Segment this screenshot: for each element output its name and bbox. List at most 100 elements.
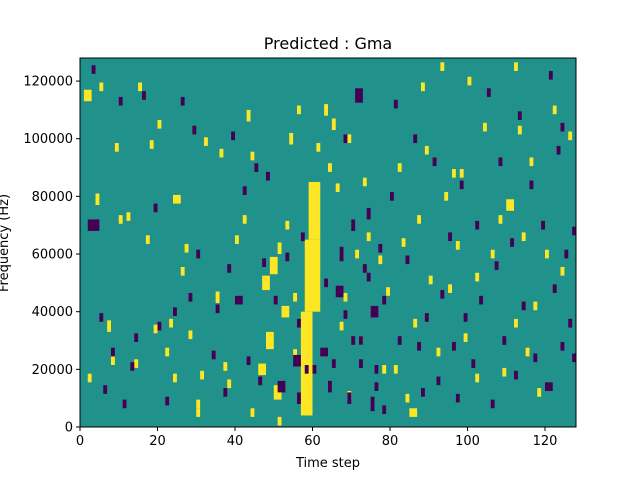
heatmap-cell-low [122,399,127,409]
heatmap-cell-low [448,232,453,242]
heatmap-cell-high [502,367,507,377]
heatmap-cell-high [409,408,418,417]
heatmap-cell-low [188,292,193,302]
heatmap-cell-high [277,242,282,255]
heatmap-cell-low [328,380,332,393]
heatmap-cell-high [440,62,445,71]
heatmap-cell-high [235,235,239,244]
heatmap-cell-high [87,373,92,383]
heatmap-cell-low [370,305,379,318]
heatmap-cell-high [246,109,251,122]
chart-title: Predicted : Gma [264,34,392,53]
plot-area [79,57,577,428]
heatmap-cell-low [440,290,445,299]
heatmap-cell-high [525,347,530,357]
heatmap-cell-low [142,91,146,100]
heatmap-cell-high [401,238,406,247]
heatmap-cell-high [498,215,503,224]
heatmap-cell-high [83,89,92,102]
heatmap-cell-low [424,313,429,322]
heatmap-cell-low [560,341,565,351]
heatmap-cell-high [297,105,301,115]
heatmap-cell-high [118,215,123,224]
heatmap-cell-high [331,118,336,131]
heatmap-cell-low [417,341,422,351]
x-axis-label: Time step [295,456,360,471]
heatmap-cell-high [304,239,321,312]
x-axis: 0 20 40 60 80 100 120 [76,427,557,449]
heatmap-cell-low [463,313,468,322]
y-tick-label: 40000 [32,305,73,320]
heatmap-cell-low [130,362,135,371]
heatmap-cell-low [320,347,328,357]
heatmap-cell-high [165,347,170,357]
heatmap-cell-high [153,324,158,334]
heatmap-cell-high [463,333,468,342]
heatmap-cell-high [223,362,228,371]
heatmap-cell-low [560,122,565,132]
heatmap-cell-low [227,264,232,273]
heatmap-cell-high [424,145,429,155]
heatmap-cell-high [335,183,340,193]
heatmap-cell-high [393,365,398,374]
heatmap-cell-low [413,134,418,144]
heatmap-cell-low [339,246,344,262]
heatmap-cell-high [529,157,534,167]
heatmap-cell-low [521,301,526,311]
heatmap-cell-high [521,232,526,242]
heatmap-cell-high [289,132,294,145]
heatmap-cell-low [351,336,356,345]
heatmap-cell-low [541,220,546,230]
heatmap-cell-low [297,392,301,404]
heatmap-cell-low [180,96,185,106]
heatmap-cell-high [308,181,321,240]
heatmap-cell-high [428,275,433,285]
heatmap-cell-high [200,370,205,380]
heatmap-cell-high [293,292,298,302]
heatmap-cell-high [378,255,383,265]
y-axis: 0 20000 40000 60000 80000 100000 120000 [23,75,80,436]
heatmap-cell-low [343,134,348,144]
heatmap-cell-low [405,255,410,265]
heatmap-cell-low [246,356,251,366]
heatmap-cell-high [533,301,538,311]
heatmap-cell-low [91,65,96,74]
heatmap-cell-low [475,220,480,230]
heatmap-cell-low [359,336,363,345]
heatmap-cell-low [545,382,549,391]
heatmap-cell-low [293,354,301,367]
heatmap-cell-high [99,82,104,92]
heatmap-cell-high [397,163,402,172]
heatmap-cell-low [254,163,259,172]
y-tick-label: 100000 [23,132,73,147]
heatmap-cell-low [556,145,561,155]
heatmap-cell-low [99,313,104,322]
heatmap-cell-low [196,249,201,259]
heatmap-cell-low [192,125,197,135]
heatmap-cell-low [355,88,363,103]
heatmap-cell-low [548,70,553,80]
heatmap-cell-low [235,295,243,305]
heatmap-cell-high [169,318,174,328]
heatmap-cell-high [114,143,119,152]
x-tick-label: 80 [382,434,399,449]
x-tick-label: 60 [304,434,321,449]
heatmap-cell-low [421,388,425,397]
heatmap-cell-high [475,272,480,282]
heatmap-cell-low [165,396,170,406]
heatmap-cell-low [568,318,573,328]
heatmap-cell-high [417,215,422,224]
heatmap-cell-high [242,215,247,224]
heatmap-cell-high [467,76,472,86]
heatmap-cell-low [111,347,115,357]
heatmap-cell-low [258,376,263,386]
heatmap-cell-high [362,177,367,187]
heatmap-cell-high [459,168,464,178]
heatmap-cell-high [514,62,518,71]
heatmap-cell-low [374,365,379,374]
heatmap-cell-low [285,252,290,262]
heatmap-cell-low [564,249,569,259]
heatmap-cell-low [87,219,100,231]
heatmap-cell-high [269,256,278,275]
